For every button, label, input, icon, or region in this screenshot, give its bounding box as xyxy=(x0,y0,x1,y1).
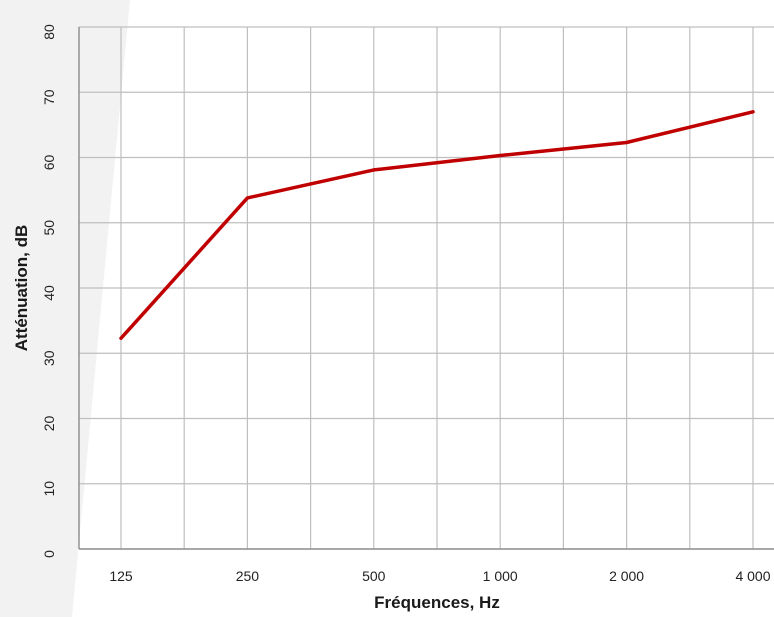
y-tick-label: 50 xyxy=(41,220,57,236)
x-tick-label: 125 xyxy=(109,568,133,584)
x-tick-label: 1 000 xyxy=(483,568,518,584)
y-tick-label: 60 xyxy=(41,155,57,171)
y-tick-label: 10 xyxy=(41,481,57,497)
x-axis-ticks: 125 250 500 1 000 2 000 4 000 xyxy=(109,568,770,584)
x-tick-label: 250 xyxy=(236,568,260,584)
x-tick-label: 500 xyxy=(362,568,386,584)
y-tick-label: 20 xyxy=(41,416,57,432)
y-axis-title: Atténuation, dB xyxy=(12,225,31,352)
y-tick-label: 40 xyxy=(41,285,57,301)
gridlines xyxy=(79,26,774,549)
y-tick-label: 30 xyxy=(41,350,57,366)
series-group xyxy=(119,110,755,340)
x-tick-label: 4 000 xyxy=(735,568,770,584)
series-line xyxy=(119,110,755,340)
axes xyxy=(78,27,774,550)
y-axis-ticks: 0 10 20 30 40 50 60 70 80 xyxy=(41,24,57,558)
x-tick-label: 2 000 xyxy=(609,568,644,584)
y-tick-label: 80 xyxy=(41,24,57,40)
background-shade xyxy=(0,0,130,617)
y-tick-label: 0 xyxy=(41,550,57,558)
x-axis-title: Fréquences, Hz xyxy=(374,593,500,612)
y-tick-label: 70 xyxy=(41,89,57,105)
